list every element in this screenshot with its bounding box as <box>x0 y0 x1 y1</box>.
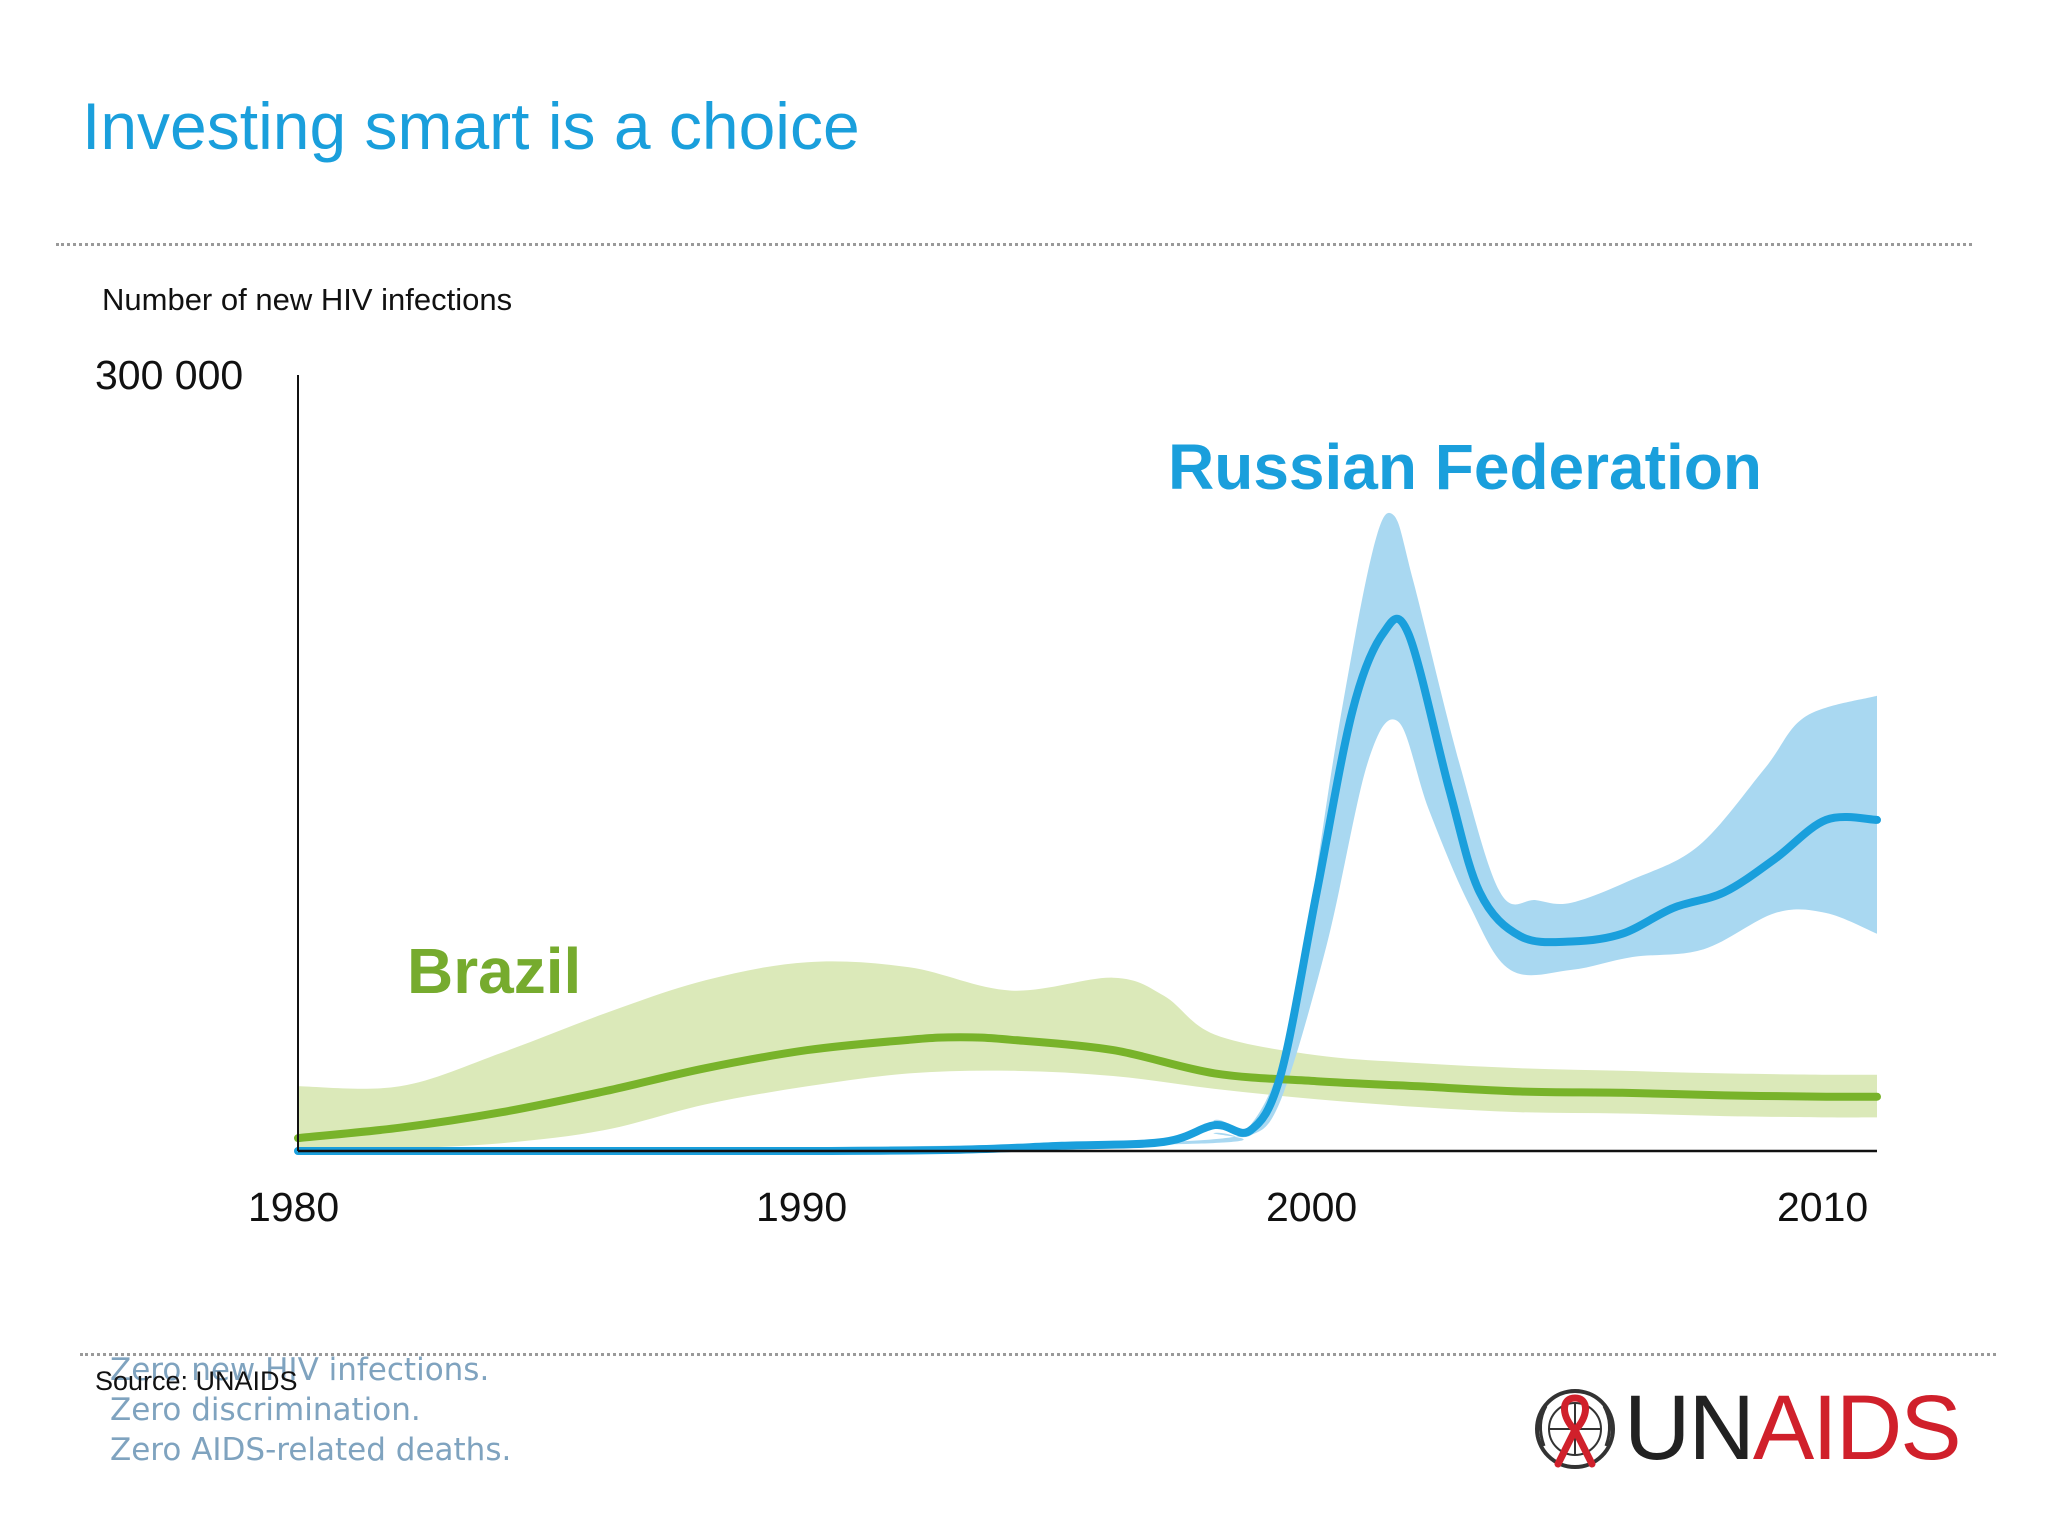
logo-text-aids: AIDS <box>1752 1377 1962 1479</box>
x-tick-label-2010: 2010 <box>1777 1184 1869 1230</box>
tagline: Zero new HIV infections. Zero discrimina… <box>110 1350 511 1470</box>
series-line-brazil <box>294 1033 1881 1143</box>
unaids-wordmark: UNAIDS <box>1624 1376 1962 1481</box>
x-tick-label-2000: 2000 <box>1266 1184 1358 1230</box>
un-emblem-ribbon-icon <box>1535 1389 1615 1469</box>
x-tick-label-1990: 1990 <box>756 1184 848 1230</box>
tagline-line: Zero AIDS-related deaths. <box>110 1432 512 1468</box>
series-label-brazil: Brazil <box>407 935 582 1007</box>
tagline-line: Zero discrimination. <box>110 1392 421 1428</box>
source-note: Source: UNAIDS <box>95 1366 298 1396</box>
uncertainty-band-brazil <box>298 961 1877 1151</box>
logo-text-un: UN <box>1624 1377 1755 1479</box>
top-divider <box>56 243 1972 246</box>
y-axis-label: Number of new HIV infections <box>102 282 513 317</box>
tagline-line: Zero new HIV infections. <box>110 1352 490 1388</box>
unaids-logo: UNAIDS <box>1528 1372 1962 1482</box>
y-tick-label: 300 000 <box>95 352 244 398</box>
series-label-russian-federation: Russian Federation <box>1168 431 1762 503</box>
x-tick-label-1980: 1980 <box>248 1184 340 1230</box>
slide-title: Investing smart is a choice <box>82 89 860 163</box>
bottom-divider <box>80 1353 1996 1356</box>
